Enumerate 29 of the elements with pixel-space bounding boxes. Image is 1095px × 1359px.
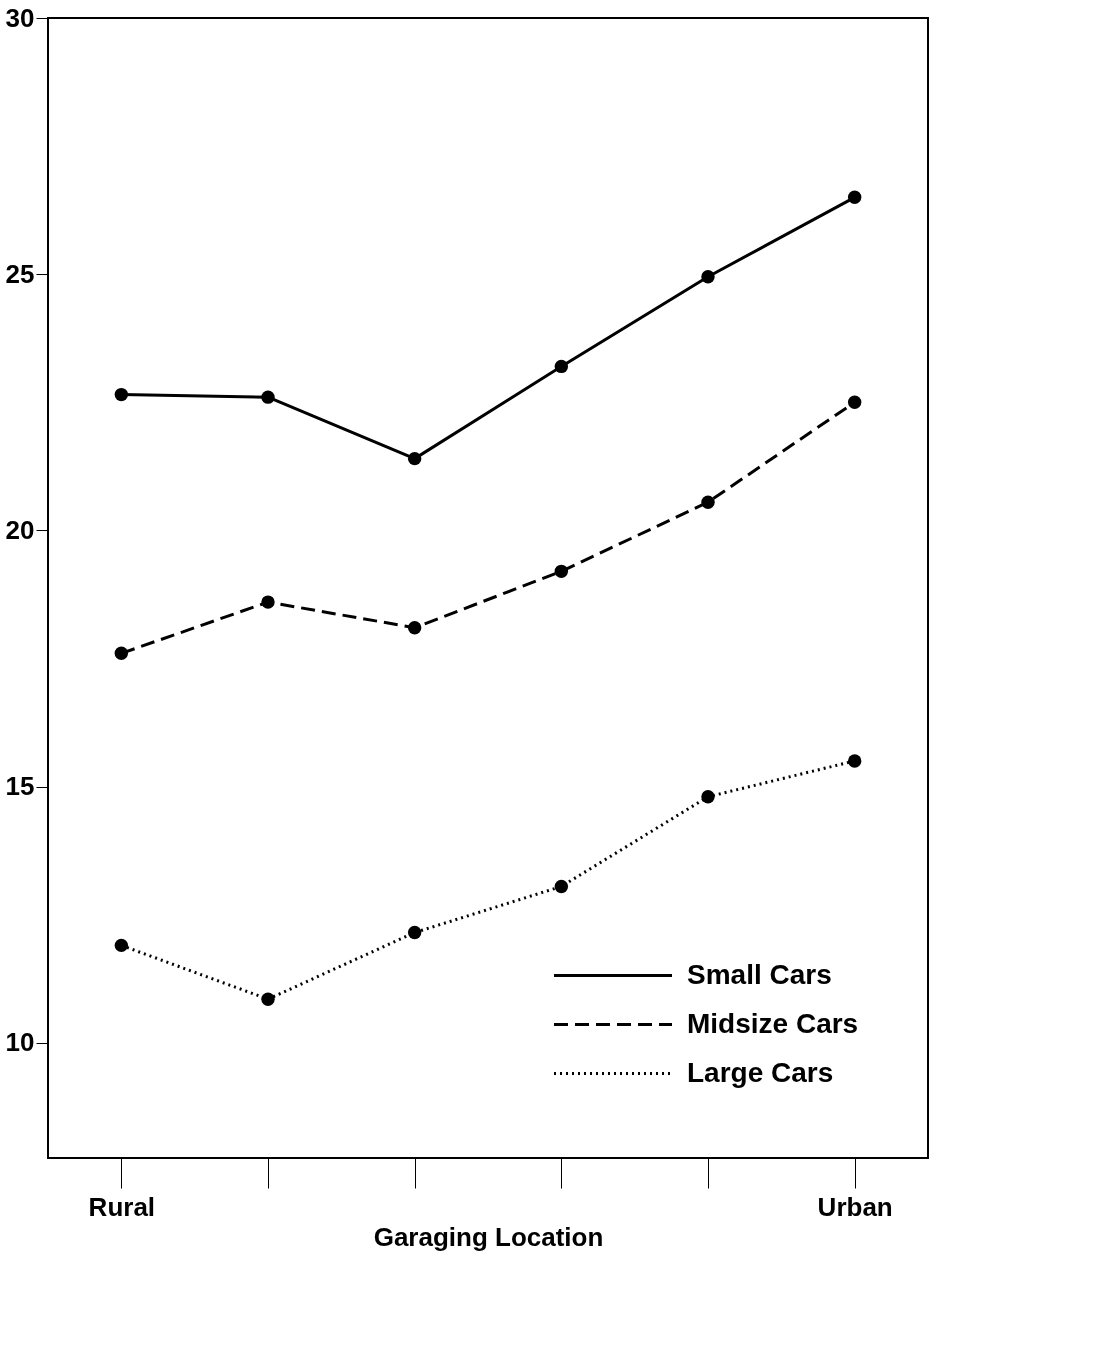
x-tick-label: Urban — [817, 1191, 893, 1222]
y-tick-label: 30 — [5, 2, 35, 33]
point — [847, 395, 862, 409]
point — [554, 564, 569, 579]
point — [261, 992, 275, 1006]
y-tick-label: 25 — [5, 258, 35, 289]
point — [407, 451, 422, 466]
point — [554, 359, 569, 374]
point — [114, 387, 129, 402]
point — [701, 495, 715, 509]
y-tick-label: 20 — [5, 514, 35, 545]
point — [701, 790, 715, 804]
point — [114, 646, 129, 661]
point — [554, 879, 569, 894]
point — [114, 938, 129, 953]
point — [701, 270, 715, 284]
point — [847, 190, 862, 205]
point — [261, 595, 275, 609]
point — [407, 621, 422, 635]
point — [407, 925, 422, 940]
y-tick-label: 15 — [5, 771, 35, 802]
point — [847, 754, 862, 768]
legend-label: Midsize Cars — [687, 1007, 859, 1039]
y-tick-label: 10 — [5, 1027, 35, 1058]
legend-label: Large Cars — [687, 1056, 834, 1088]
point — [261, 390, 275, 404]
x-tick-label: Rural — [88, 1191, 156, 1222]
legend-label: Small Cars — [687, 958, 832, 990]
x-axis-title: Garaging Location — [373, 1221, 604, 1252]
